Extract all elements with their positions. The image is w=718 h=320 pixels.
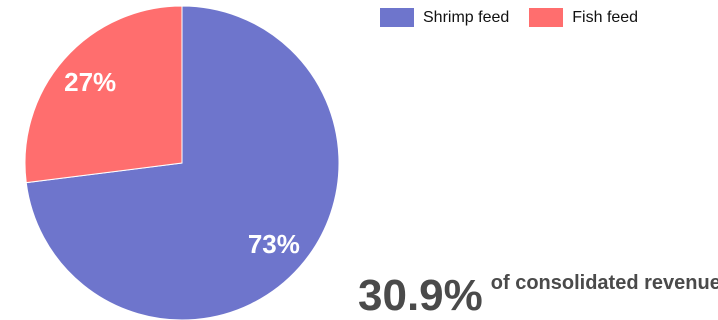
pie-label-shrimp-feed: 73% [248,229,300,259]
pie-label-fish-feed: 27% [64,67,116,97]
pie-slice-shrimp-feed[interactable] [25,5,340,320]
revenue-share-caption: of consolidated revenue [490,272,718,294]
legend-label-fish-feed: Fish feed [572,8,639,26]
revenue-share-value: 30.9% [358,271,483,320]
legend-item-fish-feed[interactable]: Fish feed [529,8,638,27]
legend: Shrimp feed Fish feed [380,8,658,27]
legend-item-shrimp-feed[interactable]: Shrimp feed [380,8,509,27]
legend-swatch-fish-feed [529,8,564,27]
legend-label-shrimp-feed: Shrimp feed [423,8,510,26]
legend-swatch-shrimp-feed [380,8,414,27]
pie-slice-fish-feed[interactable] [24,5,183,184]
revenue-share-stat: 30.9% of consolidated revenue [358,272,718,320]
